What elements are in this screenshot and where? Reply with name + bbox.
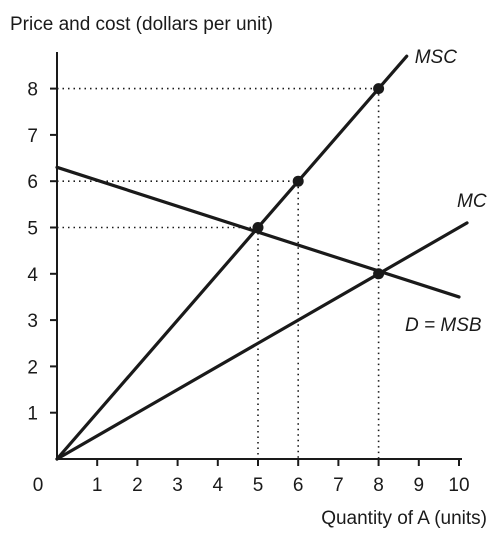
series-label-d-msb: D = MSB (405, 315, 482, 336)
y-tick-label: 5 (27, 219, 38, 240)
data-point (252, 222, 264, 233)
y-tick-label: 7 (27, 126, 38, 147)
y-tick-label: 4 (27, 265, 38, 286)
y-tick-label: 2 (27, 357, 38, 378)
series-lines (55, 54, 469, 461)
x-tick-label: 7 (333, 475, 344, 496)
x-tick-label: 2 (132, 475, 143, 496)
origin-label: 0 (33, 475, 44, 496)
x-tick-label: 4 (213, 475, 224, 496)
tick-labels: 1 2 3 4 5 6 7 8 9 10 1 2 3 4 5 6 7 8 (27, 80, 469, 496)
x-tick-label: 5 (253, 475, 264, 496)
y-tick-label: 6 (27, 172, 38, 193)
x-tick-label: 9 (414, 475, 425, 496)
series-label-mc: MC (457, 191, 487, 212)
x-tick-label: 8 (373, 475, 384, 496)
data-point (373, 268, 385, 280)
axes (50, 52, 462, 466)
y-tick-label: 8 (27, 80, 38, 101)
data-point (292, 175, 304, 187)
x-axis-title: Quantity of A (units) (321, 508, 487, 529)
series-labels: MSC MC D = MSB (405, 47, 487, 336)
data-point (373, 83, 385, 95)
series-line-msc (55, 54, 409, 461)
y-axis-title: Price and cost (dollars per unit) (10, 14, 273, 35)
data-points (252, 83, 385, 280)
y-tick-label: 1 (27, 404, 38, 425)
series-label-msc: MSC (415, 47, 458, 68)
x-tick-label: 6 (293, 475, 304, 496)
y-tick-label: 3 (27, 311, 38, 332)
x-tick-label: 10 (448, 475, 469, 496)
series-line-mc (55, 221, 469, 461)
x-tick-label: 1 (92, 475, 103, 496)
x-tick-label: 3 (172, 475, 183, 496)
